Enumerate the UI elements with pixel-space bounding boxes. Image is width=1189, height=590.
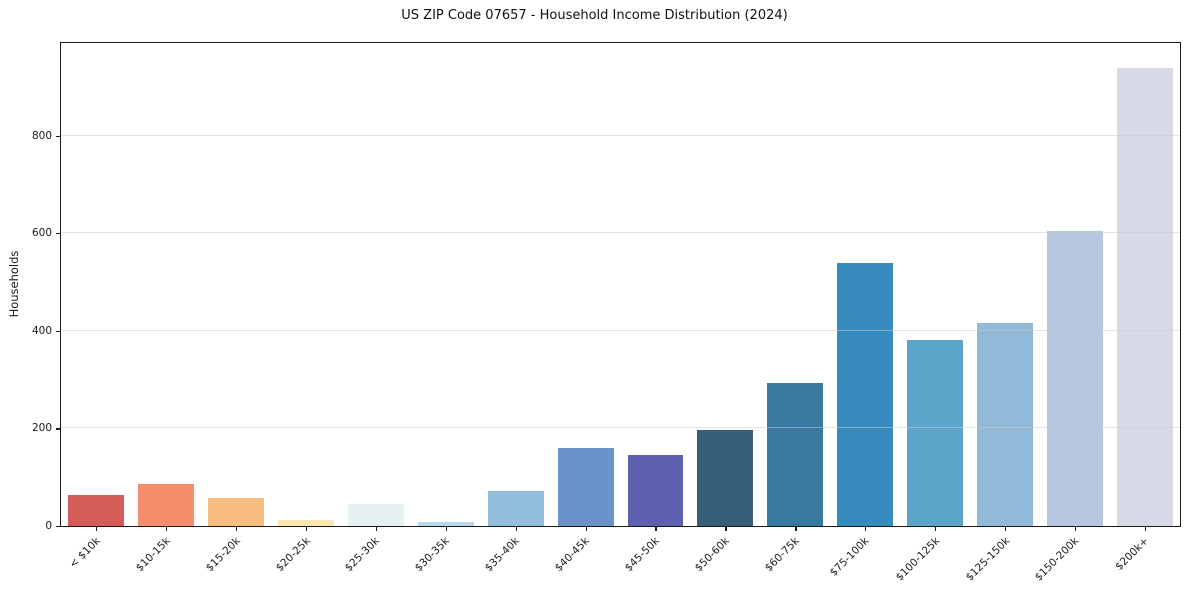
- y-tick-mark: [56, 526, 60, 528]
- y-tick-mark: [56, 135, 60, 137]
- x-tick-mark: [585, 527, 587, 531]
- x-tick-mark: [95, 527, 98, 531]
- bar-$150-200k: [1047, 230, 1104, 526]
- y-tick-label-800: 800: [31, 129, 52, 142]
- x-tick-label-$10-15k: $10-15k: [133, 535, 173, 575]
- x-tick-mark: [305, 527, 307, 531]
- x-tick-label-$60-75k: $60-75k: [762, 535, 802, 575]
- bar-$15-20k: [207, 497, 264, 526]
- bar-$125-150k: [977, 322, 1034, 526]
- bar-slot: [201, 43, 271, 526]
- bar-$25-30k: [347, 503, 404, 526]
- x-tick-mark: [445, 527, 447, 531]
- x-tick-mark: [235, 527, 238, 531]
- bar-slot: [621, 43, 691, 526]
- bar-slot: [760, 43, 830, 526]
- bar-slot: [551, 43, 621, 526]
- x-tick-mark: [1005, 527, 1007, 531]
- x-tick-label-$150-200k: $150-200k: [1033, 535, 1082, 584]
- bar-slot: [131, 43, 201, 526]
- bar-$200k+: [1117, 68, 1173, 526]
- bar-slot: [1040, 43, 1110, 526]
- bar-slot: [411, 43, 481, 526]
- x-tick-label-$25-30k: $25-30k: [343, 535, 383, 575]
- x-tick-label-< $10k: < $10k: [66, 535, 103, 571]
- x-tick-label-$100-125k: $100-125k: [893, 535, 942, 584]
- x-tick-mark: [865, 527, 867, 531]
- y-tick-mark: [56, 233, 60, 235]
- x-tick-mark: [725, 527, 727, 531]
- x-tick-mark: [1145, 527, 1147, 531]
- bar-slot: [271, 43, 341, 526]
- bar-$60-75k: [767, 382, 824, 526]
- y-tick-label-600: 600: [31, 227, 52, 240]
- bar-slot: [1110, 43, 1180, 526]
- bar-$75-100k: [837, 262, 894, 526]
- bar-slot: [61, 43, 131, 526]
- bar-slot: [481, 43, 551, 526]
- bar-slot: [970, 43, 1040, 526]
- bar-$30-35k: [417, 522, 474, 526]
- bar-slot: [900, 43, 970, 526]
- bar-slot: [690, 43, 760, 526]
- x-tick-label-$75-100k: $75-100k: [827, 535, 872, 579]
- bar-$45-50k: [627, 455, 684, 526]
- x-tick-label-$20-25k: $20-25k: [273, 535, 313, 575]
- bar-$40-45k: [557, 448, 614, 526]
- x-tick-label-$40-45k: $40-45k: [552, 535, 593, 575]
- bar-$20-25k: [277, 520, 334, 526]
- y-tick-label-200: 200: [31, 422, 52, 435]
- x-tick-mark: [935, 527, 937, 531]
- chart-title: US ZIP Code 07657 - Household Income Dis…: [401, 8, 788, 23]
- x-tick-label-$50-60k: $50-60k: [692, 535, 732, 575]
- x-tick-mark: [795, 527, 797, 531]
- x-tick-mark: [655, 527, 657, 531]
- x-tick-label-$45-50k: $45-50k: [622, 535, 662, 575]
- bar-< $10k: [68, 495, 124, 526]
- bar-$10-15k: [137, 483, 194, 526]
- y-tick-label-0: 0: [45, 520, 52, 532]
- y-axis-label: Households: [7, 250, 21, 318]
- x-tick-label-$200k+: $200k+: [1113, 535, 1152, 573]
- bar-$100-125k: [907, 340, 964, 526]
- x-tick-label-$125-150k: $125-150k: [963, 535, 1012, 584]
- x-tick-mark: [1075, 527, 1077, 531]
- x-tick-mark: [375, 527, 377, 531]
- y-tick-mark: [56, 330, 60, 333]
- x-tick-mark: [515, 527, 517, 531]
- bar-$50-60k: [697, 429, 754, 526]
- y-tick-mark: [56, 428, 60, 430]
- x-tick-label-$35-40k: $35-40k: [482, 535, 523, 575]
- plot-area: [60, 42, 1181, 527]
- bars-container: [61, 43, 1180, 526]
- y-tick-label-400: 400: [31, 324, 52, 337]
- bar-slot: [341, 43, 411, 526]
- bar-slot: [830, 43, 900, 526]
- x-tick-label-$15-20k: $15-20k: [203, 535, 243, 575]
- bar-$35-40k: [487, 491, 544, 526]
- x-tick-mark: [165, 527, 168, 531]
- x-tick-label-$30-35k: $30-35k: [413, 535, 453, 575]
